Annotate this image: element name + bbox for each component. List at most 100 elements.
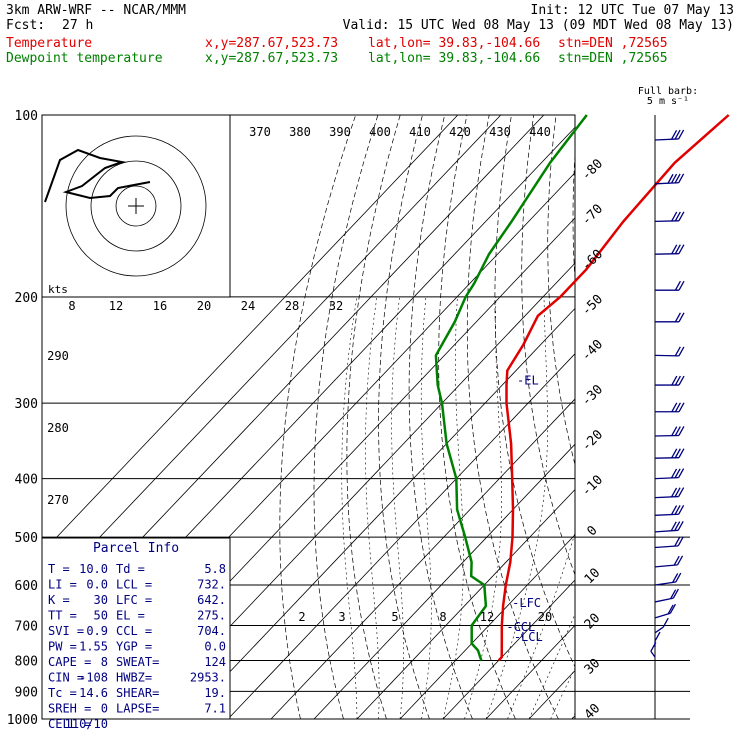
theta-low-label: 290 (47, 349, 69, 363)
mixing-ratio-low-label: 2 (298, 610, 305, 624)
wind-barb-staff (654, 612, 671, 619)
wind-barb-flag (674, 211, 681, 222)
wind-barb-staff (654, 581, 676, 586)
wind-barb-staff (654, 138, 679, 141)
pressure-tick-label: 900 (15, 685, 38, 700)
pressure-tick-label: 200 (15, 291, 38, 306)
dry-adiabat (521, 115, 575, 576)
temperature-tick-label: -80 (579, 156, 606, 183)
wind-barb-flag (674, 521, 681, 531)
isotherm (141, 262, 575, 719)
pressure-tick-label: 100 (15, 109, 38, 124)
wind-barb-flag (674, 375, 681, 386)
mixing-ratio-low-label: 20 (538, 610, 552, 624)
dry-adiabat (438, 115, 516, 719)
wind-barb-flag (674, 426, 681, 436)
wind-barb-flag (678, 504, 685, 515)
wind-barb-flag (675, 572, 682, 583)
wind-barb-flag (674, 487, 681, 498)
pressure-tick-label: 300 (15, 397, 38, 412)
theta-tick-label: 430 (489, 125, 511, 139)
wind-barb-staff (654, 529, 679, 533)
wind-barb-flag (678, 244, 685, 254)
theta-tick-label: 440 (529, 125, 551, 139)
wind-barb-flag (676, 555, 684, 566)
dry-adiabat (378, 115, 430, 719)
dewpoint-profile (434, 114, 588, 661)
wind-barb-flag (678, 468, 685, 478)
dry-adiabat (494, 115, 575, 668)
temp-legend-label: Temperature (6, 36, 93, 51)
mixing-ratio-label: 12 (109, 299, 123, 313)
mixing-ratio-low-label: 5 (391, 610, 398, 624)
temperature-tick-label: -10 (579, 473, 606, 500)
temperature-tick-label: 10 (582, 566, 604, 588)
theta-low-label: 280 (47, 421, 69, 435)
parcel-cell: 7.1 (204, 702, 226, 716)
parcel-cell: 124 (204, 655, 226, 669)
hodograph-units-label: kts (48, 283, 68, 296)
wind-barb-flag (674, 346, 681, 357)
isotherm (42, 115, 502, 599)
wind-barb-staff (654, 626, 664, 634)
wind-barb-flag (678, 173, 685, 184)
pressure-tick-label: 400 (15, 473, 38, 488)
level-label: -LFC (512, 596, 541, 610)
level-label: -LCL (514, 630, 543, 644)
wind-barb-flag (671, 375, 678, 386)
mixing-ratio-label: 20 (197, 299, 211, 313)
hodograph-ring (65, 135, 207, 277)
dew-legend-latlon: lat,lon= 39.83,-104.66 (368, 51, 541, 66)
parcel-cell: LAPSE= (116, 702, 159, 716)
mixing-ratio-label: 28 (285, 299, 299, 313)
wind-barb-flag (654, 631, 661, 642)
dry-adiabat (645, 115, 740, 719)
temperature-tick-label: 30 (582, 656, 604, 678)
parcel-cell: 0.0 (86, 578, 108, 592)
parcel-cell: 732. (197, 578, 226, 592)
temperature-tick-label: 20 (582, 611, 604, 633)
wind-barb-flag (678, 448, 685, 458)
theta-tick-label: 410 (409, 125, 431, 139)
dry-adiabat (547, 115, 575, 466)
wind-barb-flag (678, 211, 685, 222)
wind-barb-staff (654, 354, 679, 357)
wind-barb-flag (670, 468, 678, 479)
dry-adiabat (408, 115, 473, 719)
parcel-cell: HWBZ= (116, 671, 152, 685)
wind-barb-flag (672, 588, 679, 599)
wind-barb-flag (672, 573, 679, 583)
fcst-value: 27 h (62, 18, 94, 33)
parcel-cell: CIN = (48, 671, 84, 685)
wind-barb-flag (674, 244, 681, 255)
dry-adiabat (667, 115, 740, 719)
parcel-cell: 1.55 (79, 640, 108, 654)
temp-legend-stn: stn=DEN ,72565 (558, 36, 668, 51)
mixing-ratio-label: 24 (241, 299, 255, 313)
dry-adiabat (313, 115, 379, 719)
mixing-ratio-label: 32 (329, 299, 343, 313)
mixing-ratio-low-label: 12 (480, 610, 494, 624)
wind-barb-flag (662, 617, 669, 628)
moist-adiabat (365, 296, 380, 719)
plot-border (41, 114, 576, 720)
parcel-cell: 10.0 (79, 562, 108, 576)
wind-barb-flag (674, 468, 681, 479)
hodograph-ring (90, 160, 182, 252)
wind-barb-flag (678, 280, 685, 291)
isotherm (42, 115, 459, 554)
dry-adiabat (346, 115, 401, 719)
wind-barb-flag (678, 487, 685, 497)
parcel-cell: T = (48, 562, 70, 576)
wind-barb-staff (654, 182, 679, 185)
wind-barb-staff (654, 495, 679, 499)
theta-low-label: 270 (47, 493, 69, 507)
parcel-cell: SVI = (48, 624, 84, 638)
wind-barb-flag (670, 173, 678, 184)
parcel-cell: LI = (48, 578, 77, 592)
wind-barb-flag (671, 402, 678, 413)
wind-barb-staff (654, 457, 679, 459)
parcel-cell: 19. (204, 686, 226, 700)
temperature-profile (497, 114, 730, 662)
